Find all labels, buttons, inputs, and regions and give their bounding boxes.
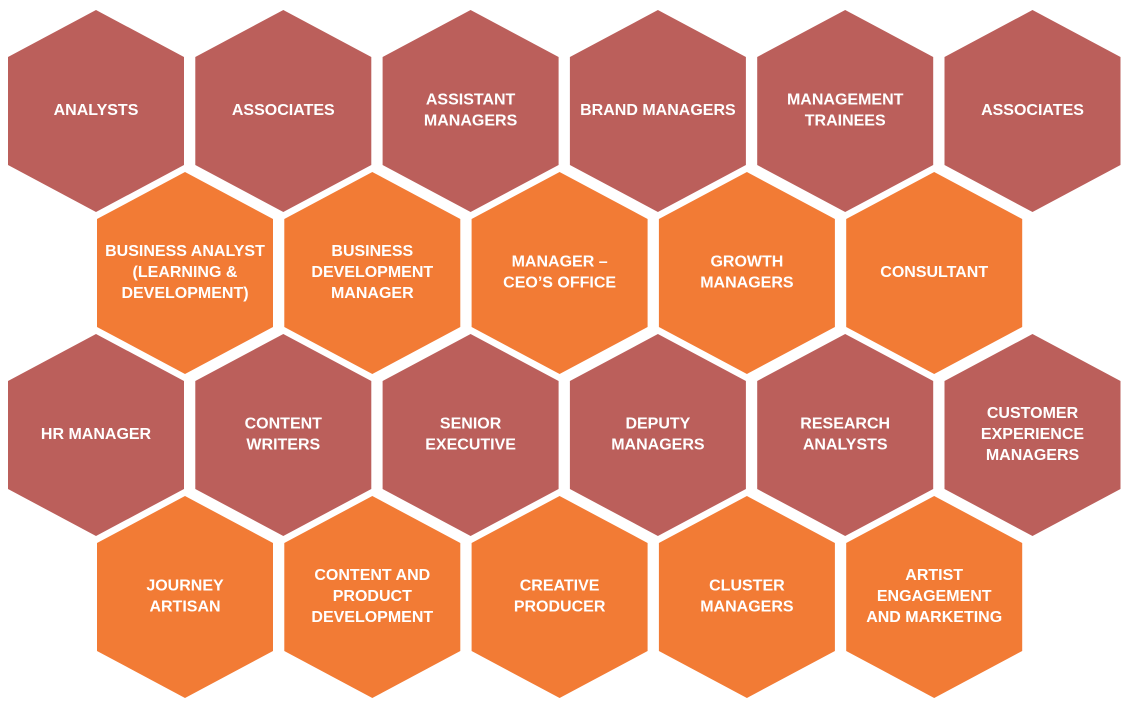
hex-tile: ASSOCIATES xyxy=(195,10,372,212)
hex-label: MANAGERS xyxy=(424,113,518,130)
hex-tile: MANAGEMENT TRAINEES xyxy=(757,10,934,212)
hex-label: ANALYSTS xyxy=(54,102,139,119)
hex-label: ASSOCIATES xyxy=(232,102,335,119)
hex-tile: BRAND MANAGERS xyxy=(569,10,746,212)
hex-label: MANAGERS xyxy=(611,437,705,454)
hex-tile: CUSTOMER EXPERIENCE MANAGERS xyxy=(944,334,1121,536)
hex-tile: CONTENT WRITERS xyxy=(195,334,372,536)
hex-label: ANALYSTS xyxy=(803,437,888,454)
hex-tile: HR MANAGER xyxy=(8,334,184,536)
hex-label: DEVELOPMENT) xyxy=(121,285,248,302)
hexagon xyxy=(846,172,1023,374)
hex-label: SENIOR xyxy=(440,416,502,433)
hexagon xyxy=(8,334,184,536)
hex-label: RESEARCH xyxy=(800,416,890,433)
hexagon xyxy=(382,10,559,212)
hex-label: ASSISTANT xyxy=(426,92,516,109)
hex-label: BUSINESS ANALYST xyxy=(105,243,265,260)
hex-label: MANAGER – xyxy=(512,254,608,271)
hexagon xyxy=(471,172,648,374)
hex-label: DEPUTY xyxy=(625,416,690,433)
hex-label: MANAGERS xyxy=(700,599,794,616)
hex-label: WRITERS xyxy=(246,437,320,454)
hex-tile: MANAGER – CEO’S OFFICE xyxy=(471,172,648,374)
hex-label: HR MANAGER xyxy=(41,426,152,443)
hex-tile: SENIOR EXECUTIVE xyxy=(382,334,559,536)
hex-label: PRODUCT xyxy=(333,588,412,605)
hex-label: ENGAGEMENT xyxy=(877,588,992,605)
hex-label: EXPERIENCE xyxy=(981,426,1084,443)
hex-label: MANAGEMENT xyxy=(787,92,904,109)
hexagon xyxy=(97,172,273,374)
hex-label: MANAGERS xyxy=(700,275,794,292)
hex-label: (LEARNING & xyxy=(133,264,238,281)
hexagon xyxy=(569,10,746,212)
hex-label: GROWTH xyxy=(710,254,783,271)
hex-tile: CONSULTANT xyxy=(846,172,1023,374)
hex-label: CREATIVE xyxy=(520,578,600,595)
hex-tile: JOURNEY ARTISAN xyxy=(97,496,273,698)
hex-label: CONTENT xyxy=(245,416,323,433)
hex-label: PRODUCER xyxy=(514,599,606,616)
hex-label: BUSINESS xyxy=(331,243,413,260)
hex-tile: ASSOCIATES xyxy=(944,10,1121,212)
hex-label: AND MARKETING xyxy=(866,609,1002,626)
hex-tile: BUSINESS ANALYST (LEARNING & DEVELOPMENT) xyxy=(97,172,273,374)
hex-label: CONTENT AND xyxy=(314,567,430,584)
hexagon xyxy=(8,10,184,212)
hex-tile: ARTIST ENGAGEMENT AND MARKETING xyxy=(846,496,1023,698)
hex-label: DEVELOPMENT xyxy=(311,609,433,626)
hex-tile: DEPUTY MANAGERS xyxy=(569,334,746,536)
hex-label: EXECUTIVE xyxy=(425,437,516,454)
hex-label: ARTIST xyxy=(905,567,963,584)
hexagon xyxy=(658,496,835,698)
hex-label: JOURNEY xyxy=(146,578,224,595)
hexagon xyxy=(846,496,1023,698)
hex-tile: GROWTH MANAGERS xyxy=(658,172,835,374)
hex-tile: ASSISTANT MANAGERS xyxy=(382,10,559,212)
hex-tile: BUSINESS DEVELOPMENT MANAGER xyxy=(284,172,461,374)
hex-tile: CREATIVE PRODUCER xyxy=(471,496,648,698)
hexagon xyxy=(97,496,273,698)
hexagon xyxy=(944,334,1121,536)
hex-label: CLUSTER xyxy=(709,578,785,595)
hexagon xyxy=(569,334,746,536)
hex-tile: RESEARCH ANALYSTS xyxy=(757,334,934,536)
hex-label: BRAND MANAGERS xyxy=(580,102,736,119)
hex-label: MANAGER xyxy=(331,285,414,302)
hexagon xyxy=(382,334,559,536)
hex-tile: CONTENT AND PRODUCT DEVELOPMENT xyxy=(284,496,461,698)
hex-label: ARTISAN xyxy=(149,599,220,616)
hex-label: CEO’S OFFICE xyxy=(503,275,616,292)
hexagon xyxy=(944,10,1121,212)
hex-label: DEVELOPMENT xyxy=(311,264,433,281)
hex-label: CONSULTANT xyxy=(880,264,988,281)
hex-tile: CLUSTER MANAGERS xyxy=(658,496,835,698)
hexagon xyxy=(757,334,934,536)
hex-label: ASSOCIATES xyxy=(981,102,1084,119)
hex-label: CUSTOMER xyxy=(987,405,1079,422)
hexagon xyxy=(757,10,934,212)
hexagon xyxy=(284,172,461,374)
hexagon xyxy=(195,10,372,212)
hex-tile: ANALYSTS xyxy=(8,10,184,212)
hexagon xyxy=(195,334,372,536)
hex-label: MANAGERS xyxy=(986,447,1080,464)
hex-label: TRAINEES xyxy=(805,113,886,130)
hexagon xyxy=(471,496,648,698)
hexagon xyxy=(284,496,461,698)
hexagon xyxy=(658,172,835,374)
